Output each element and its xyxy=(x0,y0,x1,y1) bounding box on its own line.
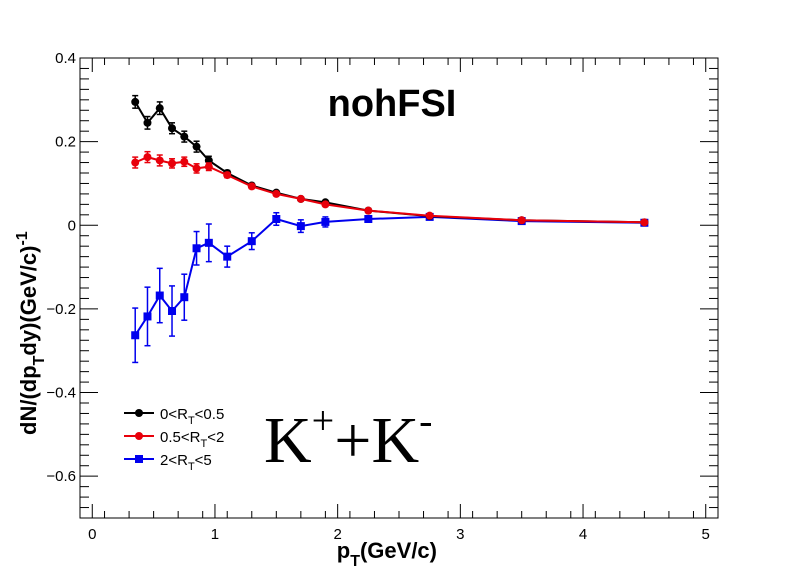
data-point xyxy=(247,182,256,191)
data-point xyxy=(155,104,164,113)
x-tick-label: 4 xyxy=(579,526,587,543)
legend-label: 2<RT<5 xyxy=(160,452,212,473)
y-tick-label: −0.2 xyxy=(46,301,76,318)
series-1 xyxy=(131,150,649,227)
x-tick-label: 1 xyxy=(211,526,219,543)
legend-item-2: 2<RT<5 xyxy=(124,452,212,473)
data-point xyxy=(180,157,189,166)
y-tick-label: 0 xyxy=(68,217,76,234)
y-tick-label: −0.4 xyxy=(46,385,76,402)
x-tick-label: 0 xyxy=(88,526,96,543)
data-point xyxy=(272,189,281,198)
data-point xyxy=(143,118,152,127)
data-point xyxy=(364,215,373,223)
data-point xyxy=(223,252,232,261)
data-point xyxy=(296,194,305,203)
legend-label: 0.5<RT<2 xyxy=(160,429,224,450)
legend-marker xyxy=(135,409,143,417)
legend: 0<RT<0.50.5<RT<22<RT<5 xyxy=(124,406,224,473)
data-point xyxy=(180,293,189,302)
data-point xyxy=(192,142,201,151)
data-point xyxy=(517,216,526,225)
data-point xyxy=(168,307,177,315)
series-line xyxy=(134,215,645,336)
data-point xyxy=(155,156,164,165)
x-tick-label: 2 xyxy=(333,526,341,543)
annotation-text: K++K- xyxy=(264,398,432,477)
x-tick-label: 3 xyxy=(456,526,464,543)
data-point xyxy=(155,291,164,300)
legend-item-0: 0<RT<0.5 xyxy=(124,406,224,427)
y-tick-label: 0.2 xyxy=(55,134,76,151)
legend-marker xyxy=(135,432,143,440)
data-point xyxy=(168,124,177,133)
data-point xyxy=(640,218,649,227)
data-point xyxy=(272,215,281,223)
chart-title: nohFSI xyxy=(328,83,457,125)
data-point xyxy=(247,237,256,246)
annotation-kaon: K++K- xyxy=(264,398,432,477)
plot-area xyxy=(131,94,649,364)
data-point xyxy=(192,164,201,173)
data-point xyxy=(364,206,373,215)
y-axis-label: dN/(dpTdy)(GeV/c)-1 xyxy=(14,231,48,435)
data-point xyxy=(180,132,189,141)
data-point xyxy=(223,171,232,180)
data-point xyxy=(204,162,213,171)
data-point xyxy=(425,211,434,220)
data-point xyxy=(296,222,305,231)
x-tick-label: 5 xyxy=(702,526,710,543)
data-point xyxy=(168,159,177,168)
axes: 0 1 2 3 4 5 −0.6 −0.4 −0.2 0 0.2 0.4 xyxy=(46,50,719,543)
series-line xyxy=(134,156,645,224)
legend-marker xyxy=(135,455,143,463)
data-point xyxy=(131,97,140,106)
legend-item-1: 0.5<RT<2 xyxy=(124,429,224,450)
legend-label: 0<RT<0.5 xyxy=(160,406,224,427)
data-point xyxy=(131,331,140,340)
data-point xyxy=(321,217,330,226)
data-point xyxy=(192,244,201,253)
data-point xyxy=(131,158,140,167)
data-point xyxy=(143,153,152,162)
y-tick-label: 0.4 xyxy=(55,50,76,67)
x-axis-label: pT(GeV/c) xyxy=(337,538,437,570)
data-point xyxy=(143,312,152,321)
data-point xyxy=(321,200,330,209)
data-point xyxy=(204,238,213,247)
y-tick-label: −0.6 xyxy=(46,468,76,485)
